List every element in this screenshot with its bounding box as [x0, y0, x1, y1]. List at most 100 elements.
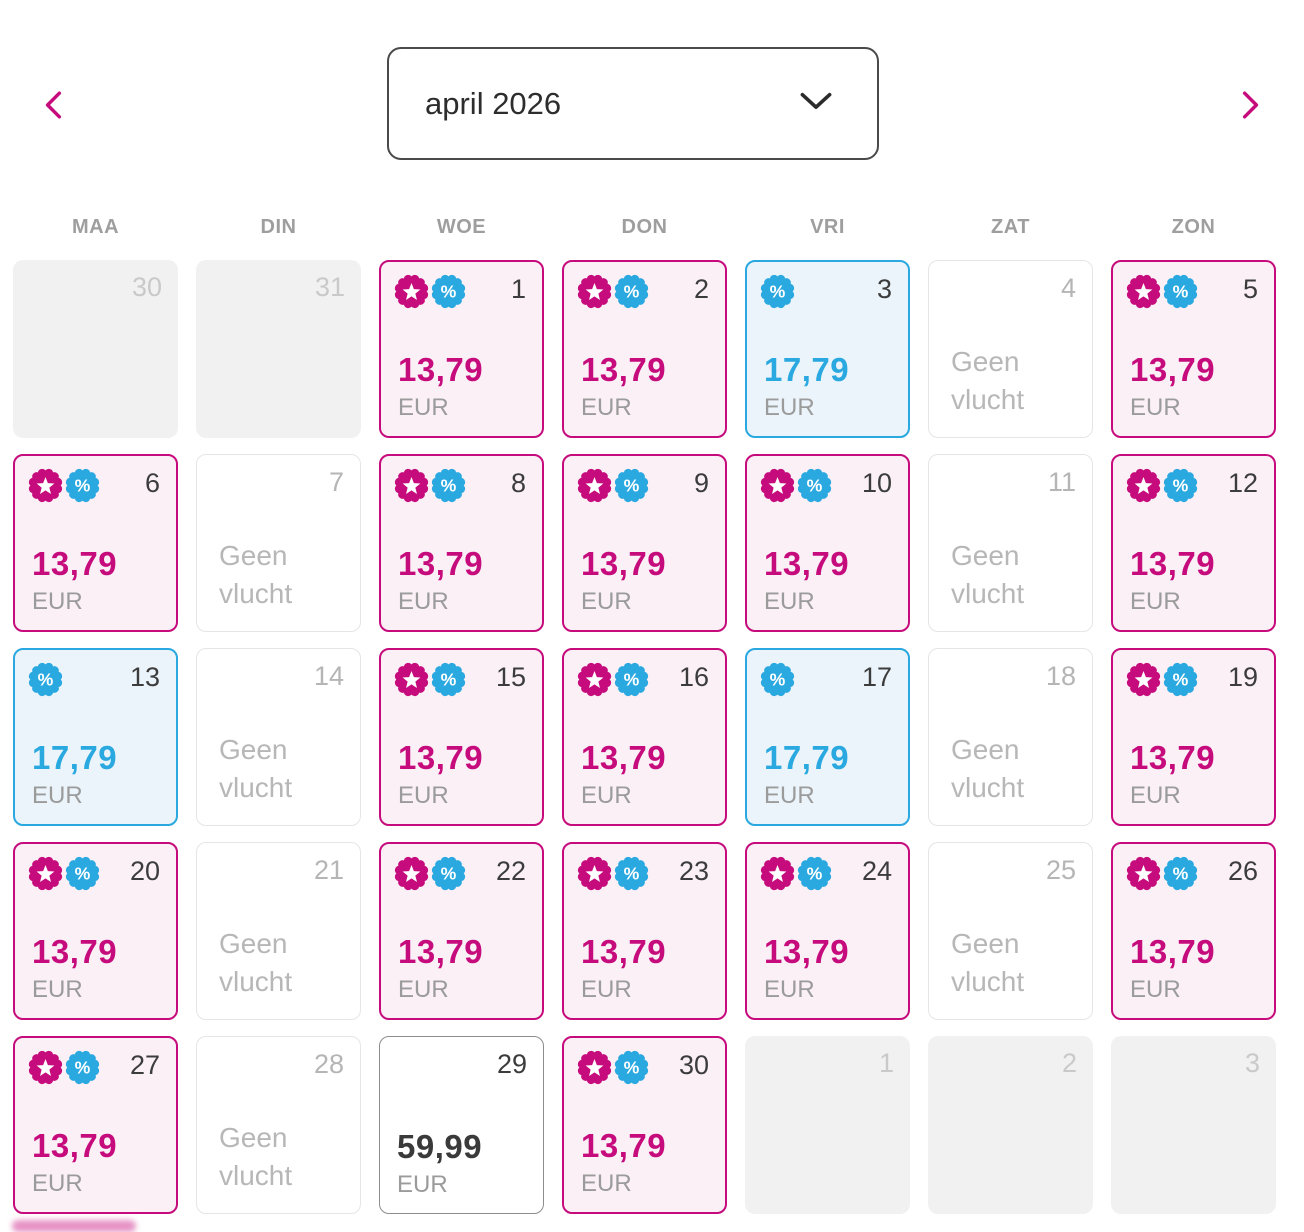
price-block: 59,99 EUR — [397, 1128, 482, 1199]
currency-label: EUR — [398, 588, 449, 615]
percent-badge-icon: % — [431, 274, 466, 309]
currency-label: EUR — [764, 782, 815, 809]
day-number: 30 — [131, 272, 162, 302]
star-badge-icon — [760, 856, 795, 891]
day-cell-27[interactable]: % 27 13,79 EUR — [13, 1036, 178, 1214]
day-number: 17 — [861, 662, 892, 692]
price-value: 13,79 — [581, 351, 667, 388]
badge-group: % — [576, 467, 650, 504]
day-cell-5[interactable]: % 5 13,79 EUR — [1111, 260, 1276, 438]
day-cell-24[interactable]: % 24 13,79 EUR — [745, 842, 910, 1020]
badge-group: % — [393, 273, 467, 310]
day-number: 4 — [1060, 273, 1076, 303]
price-block: 17,79 EUR — [764, 739, 849, 810]
badge-group: % — [576, 661, 650, 698]
price-value: 13,79 — [581, 545, 667, 582]
day-cell-9[interactable]: % 9 13,79 EUR — [562, 454, 727, 632]
day-number: 2 — [1061, 1048, 1077, 1078]
day-cell-13[interactable]: % 13 17,79 EUR — [13, 648, 178, 826]
currency-label: EUR — [1130, 976, 1181, 1003]
percent-badge-icon: % — [431, 856, 466, 891]
day-number: 25 — [1045, 855, 1076, 885]
day-cell-22[interactable]: % 22 13,79 EUR — [379, 842, 544, 1020]
day-cell-26[interactable]: % 26 13,79 EUR — [1111, 842, 1276, 1020]
day-number: 26 — [1227, 856, 1258, 886]
currency-label: EUR — [764, 394, 815, 421]
chevron-left-icon — [39, 88, 69, 125]
percent-badge-icon: % — [614, 1050, 649, 1085]
day-number: 21 — [313, 855, 344, 885]
currency-label: EUR — [581, 394, 632, 421]
weekday-label-vri: VRI — [810, 216, 845, 238]
day-cell-10[interactable]: % 10 13,79 EUR — [745, 454, 910, 632]
day-cell-31: 31 — [196, 260, 361, 438]
price-value: 13,79 — [32, 1127, 118, 1164]
day-number: 24 — [861, 856, 892, 886]
day-cell-12[interactable]: % 12 13,79 EUR — [1111, 454, 1276, 632]
price-value: 59,99 — [397, 1128, 483, 1165]
price-value: 13,79 — [398, 739, 484, 776]
weekday-label-woe: WOE — [436, 216, 487, 238]
day-cell-1[interactable]: % 1 13,79 EUR — [379, 260, 544, 438]
svg-text:%: % — [624, 282, 640, 302]
currency-label: EUR — [764, 588, 815, 615]
svg-text:%: % — [38, 670, 54, 690]
day-cell-8[interactable]: % 8 13,79 EUR — [379, 454, 544, 632]
star-badge-icon — [394, 468, 429, 503]
day-cell-19[interactable]: % 19 13,79 EUR — [1111, 648, 1276, 826]
day-number: 1 — [878, 1048, 894, 1078]
calendar-grid: 30 31% 1 13,79 EUR% 2 13,79 EUR% 3 17,79 EUR 4 Geen … — [0, 260, 1304, 1214]
price-block: 13,79 EUR — [581, 351, 666, 422]
percent-badge-icon: % — [65, 468, 100, 503]
price-block: 13,79 EUR — [398, 545, 483, 616]
price-value: 13,79 — [764, 933, 850, 970]
day-cell-23[interactable]: % 23 13,79 EUR — [562, 842, 727, 1020]
day-number: 12 — [1227, 468, 1258, 498]
svg-text:%: % — [441, 476, 457, 496]
no-flight-label: Geen vlucht — [951, 540, 1025, 609]
price-value: 13,79 — [1130, 545, 1216, 582]
day-cell-3: 3 — [1111, 1036, 1276, 1214]
day-number: 31 — [314, 272, 345, 302]
day-cell-3[interactable]: % 3 17,79 EUR — [745, 260, 910, 438]
day-cell-30[interactable]: % 30 13,79 EUR — [562, 1036, 727, 1214]
day-cell-2[interactable]: % 2 13,79 EUR — [562, 260, 727, 438]
svg-text:%: % — [624, 1058, 640, 1078]
svg-text:%: % — [1173, 476, 1189, 496]
percent-badge-icon: % — [1163, 274, 1198, 309]
price-value: 13,79 — [32, 545, 118, 582]
day-cell-6[interactable]: % 6 13,79 EUR — [13, 454, 178, 632]
price-value: 13,79 — [581, 739, 667, 776]
day-cell-16[interactable]: % 16 13,79 EUR — [562, 648, 727, 826]
percent-badge-icon: % — [614, 274, 649, 309]
percent-badge-icon: % — [1163, 662, 1198, 697]
currency-label: EUR — [398, 782, 449, 809]
cutoff-element — [12, 1220, 136, 1232]
svg-text:%: % — [75, 864, 91, 884]
currency-label: EUR — [32, 588, 83, 615]
day-cell-29[interactable]: 29 59,99 EUR — [379, 1036, 544, 1214]
day-number: 10 — [861, 468, 892, 498]
svg-text:%: % — [75, 1058, 91, 1078]
day-cell-17[interactable]: % 17 17,79 EUR — [745, 648, 910, 826]
month-selector[interactable]: april 2026 — [387, 47, 879, 160]
badge-group: % — [759, 273, 796, 310]
badge-group: % — [1125, 273, 1199, 310]
day-number: 22 — [495, 856, 526, 886]
price-block: 13,79 EUR — [1130, 933, 1215, 1004]
svg-text:%: % — [441, 670, 457, 690]
day-cell-20[interactable]: % 20 13,79 EUR — [13, 842, 178, 1020]
badge-group: % — [393, 855, 467, 892]
prev-month-button[interactable] — [28, 80, 80, 132]
day-number: 23 — [678, 856, 709, 886]
day-cell-15[interactable]: % 15 13,79 EUR — [379, 648, 544, 826]
percent-badge-icon: % — [614, 856, 649, 891]
day-number: 16 — [678, 662, 709, 692]
currency-label: EUR — [581, 782, 632, 809]
calendar-header: april 2026 — [0, 0, 1304, 160]
percent-badge-icon: % — [1163, 468, 1198, 503]
day-number: 9 — [693, 468, 709, 498]
next-month-button[interactable] — [1224, 80, 1276, 132]
percent-badge-icon: % — [1163, 856, 1198, 891]
svg-text:%: % — [1173, 864, 1189, 884]
